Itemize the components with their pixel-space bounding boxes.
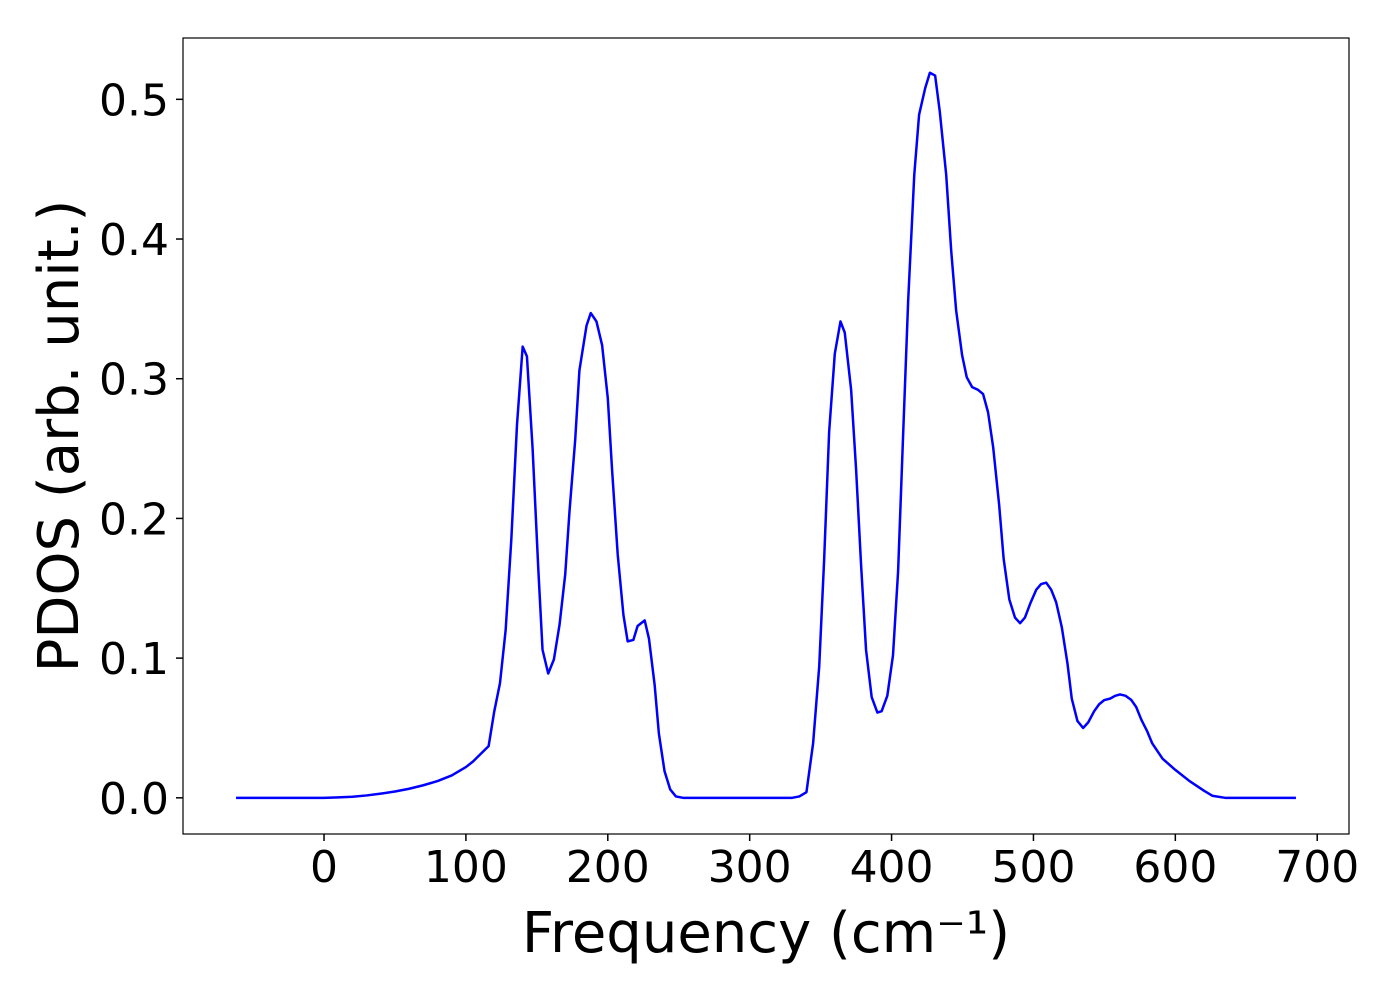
y-tick-label: 0.2 — [99, 494, 169, 545]
x-tick-label: 0 — [310, 842, 338, 893]
y-tick-label: 0.4 — [99, 215, 169, 266]
x-tick-label: 600 — [1133, 842, 1217, 893]
y-axis-label: PDOS (arb. unit.) — [27, 200, 92, 673]
x-tick-label: 700 — [1275, 842, 1359, 893]
y-tick-label: 0.3 — [99, 355, 169, 406]
x-tick-label: 100 — [424, 842, 508, 893]
plot-frame — [182, 37, 1350, 835]
x-tick-label: 200 — [566, 842, 650, 893]
y-tick-label: 0.1 — [99, 634, 169, 685]
x-tick-label: 400 — [850, 842, 934, 893]
x-axis-label: Frequency (cm⁻¹) — [522, 901, 1010, 966]
y-tick-label: 0.0 — [99, 774, 169, 825]
x-tick-label: 300 — [708, 842, 792, 893]
data-line — [236, 71, 1296, 800]
x-tick-label: 500 — [991, 842, 1075, 893]
y-tick-label: 0.5 — [99, 75, 169, 126]
